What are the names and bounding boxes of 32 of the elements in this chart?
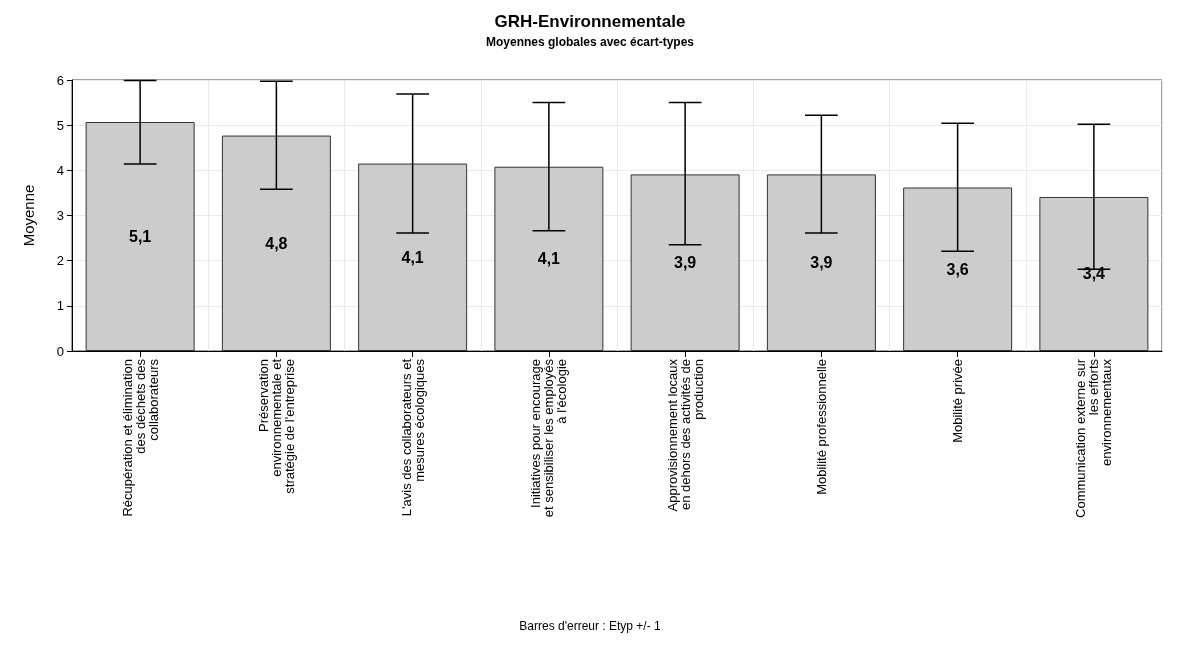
- data-label: 4,1: [537, 250, 561, 268]
- bar: [766, 174, 876, 351]
- data-label: 3,9: [810, 254, 833, 272]
- x-tick-label: Mobilité professionnelle: [813, 359, 829, 495]
- data-label: 3,6: [946, 260, 969, 278]
- bar: [494, 166, 604, 351]
- chart-title: GRH-Environnementale: [494, 12, 686, 31]
- bar: [221, 135, 331, 351]
- chart-subtitle: Moyennes globales avec écart-types: [485, 35, 695, 49]
- text: Barres d'erreur : Etyp +/- 1: [519, 619, 661, 633]
- y-tick-label: 4: [56, 162, 64, 178]
- y-tick-label: 0: [56, 343, 64, 359]
- x-tick-label: Initiatives pour encourage et sensibiliser les employés à l'écologie: [528, 358, 570, 518]
- x-tick-label: Communication externe sur les efforts environnementaux: [1073, 358, 1115, 518]
- bar: [1039, 196, 1149, 351]
- data-label: 5,1: [129, 228, 152, 245]
- bar: [85, 122, 195, 351]
- x-tick-label: Approvisionnement locaux en dehors des activités de production: [664, 358, 706, 512]
- x-tick-label: Récupération et élimination des déchets des collaborateurs: [119, 358, 161, 517]
- y-tick-label: 1: [56, 298, 64, 314]
- y-tick-label: 5: [56, 117, 64, 133]
- y-tick-label: 3: [56, 208, 64, 223]
- y-axis-title: Moyenne: [20, 184, 37, 247]
- bar: [903, 187, 1013, 351]
- data-label: 4,8: [265, 234, 288, 252]
- y-tick-label: 6: [56, 72, 64, 88]
- data-label: 4,1: [401, 248, 424, 266]
- data-label: 3,9: [674, 254, 697, 272]
- bar: [358, 163, 468, 351]
- bar: [630, 174, 740, 351]
- x-tick-label: Mobilité privée: [950, 359, 966, 443]
- y-tick-label: 2: [56, 253, 64, 269]
